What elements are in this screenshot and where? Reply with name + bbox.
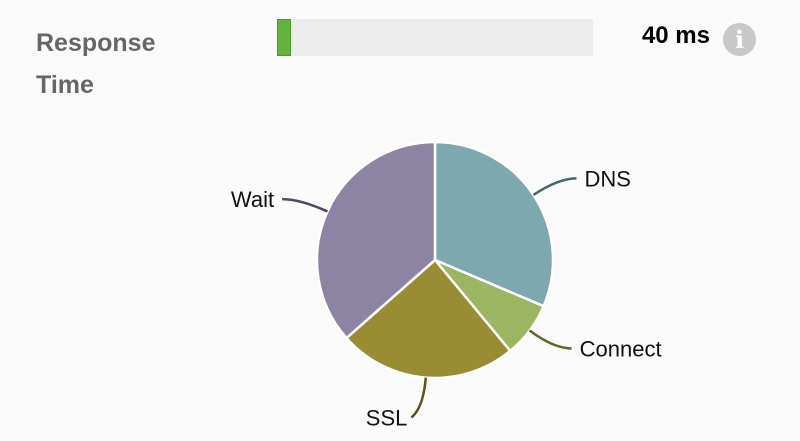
pie-slice-dns[interactable] xyxy=(433,140,555,308)
response-time-value: 40 ms xyxy=(641,22,710,49)
metric-label: Response Time xyxy=(36,29,156,99)
leader-line-connect xyxy=(528,329,572,350)
response-time-bar-fill xyxy=(277,19,292,56)
info-icon[interactable]: i xyxy=(723,23,756,56)
leader-line-ssl xyxy=(410,377,427,419)
leader-line-wait xyxy=(282,197,328,213)
pie-label-dns: DNS xyxy=(584,166,630,191)
pie-slice-ssl[interactable] xyxy=(344,258,512,380)
pie-label-wait: Wait xyxy=(231,187,274,212)
response-time-bar xyxy=(277,19,593,56)
leader-line-dns xyxy=(532,177,577,196)
pie-label-ssl: SSL xyxy=(366,406,408,431)
pie-label-connect: Connect xyxy=(580,336,662,361)
